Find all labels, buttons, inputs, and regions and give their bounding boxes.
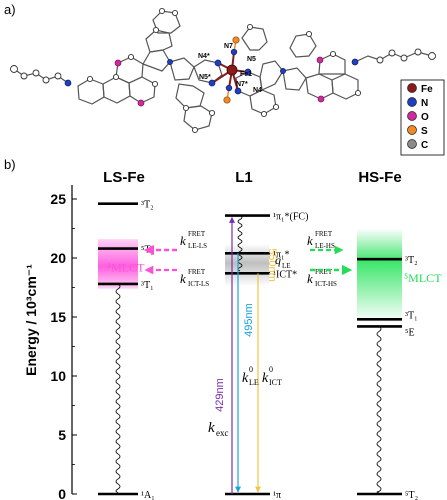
atom-label-fe1: Fe1 <box>240 71 252 78</box>
legend-swatch-fe <box>407 83 417 93</box>
hs-level-label: ⁵E <box>405 327 415 338</box>
ls-level-label: ³T₁ <box>141 280 154 291</box>
atom-label-n5s: N5* <box>199 74 211 81</box>
svg-text:FRET: FRET <box>188 268 206 276</box>
svg-text:FRET: FRET <box>315 230 333 238</box>
y-tick-label: 0 <box>58 486 66 500</box>
column-title-hs-fe: HS-Fe <box>358 169 401 186</box>
svg-text:ICT-HS: ICT-HS <box>315 280 337 288</box>
panel-a: a) <box>4 2 445 156</box>
l1-level-label: ¹π <box>273 490 281 500</box>
legend-label-c: C <box>421 140 428 151</box>
ict-wavelength: 550nm <box>266 248 278 282</box>
atom-label-n7: N7 <box>224 43 233 50</box>
atom-label-n5: N5 <box>247 56 256 63</box>
l1-level-label: ¹π₁*(FC) <box>273 212 308 223</box>
legend-label-s: S <box>421 126 428 137</box>
y-tick-label: 10 <box>50 368 66 384</box>
svg-text:k: k <box>242 371 249 386</box>
k-exc-label: k exc <box>208 420 229 438</box>
legend-label-n: N <box>421 98 428 109</box>
y-tick-label: 20 <box>50 250 66 266</box>
svg-text:exc: exc <box>216 428 229 438</box>
atom-label-n4: N4 <box>253 87 262 94</box>
ls-mlct-label: ¹MLCT <box>108 260 146 274</box>
svg-text:ICT-LS: ICT-LS <box>188 280 209 288</box>
hs-level-label: ³T₁ <box>405 310 418 321</box>
fret-le-ls-label: k FRET LE-LS <box>180 230 207 250</box>
legend-swatch-n <box>407 97 417 107</box>
q-le-label: q LE <box>275 253 291 270</box>
excitation-wavelength: 429nm <box>214 378 226 412</box>
y-tick-label: 5 <box>58 427 66 443</box>
y-axis: 0 5 10 15 20 25 Energy / 10³cm⁻¹ <box>23 185 77 500</box>
panel-a-label: a) <box>4 2 16 17</box>
hs-mlct-band <box>357 228 402 323</box>
atom-label-n7s: N7* <box>236 81 248 88</box>
panel-b: b) LS-Fe L1 HS-Fe 0 5 10 15 20 25 Energy / 10… <box>4 157 442 500</box>
legend-swatch-o <box>407 111 417 121</box>
svg-text:k: k <box>208 420 215 436</box>
legend-label-fe: Fe <box>421 84 433 95</box>
molecule-atoms <box>10 7 436 134</box>
svg-text:ICT: ICT <box>269 378 282 387</box>
fret-ict-hs-label: k FRET ICT-HS <box>307 268 337 288</box>
y-tick-label: 25 <box>50 191 66 207</box>
atom-labels: N4* N7 N5 Fe1 N5* N7* N4 <box>198 43 262 94</box>
svg-text:LE: LE <box>249 378 259 387</box>
svg-text:k: k <box>307 233 313 248</box>
rate-labels: k exc k 0 LE k 0 ICT k FRET LE-LS k FRET <box>180 230 337 438</box>
k-ict-label: k 0 ICT <box>262 365 282 387</box>
le-wavelength: 495nm <box>243 303 255 337</box>
ls-level-label: ¹A₁ <box>141 490 155 500</box>
svg-text:k: k <box>307 271 313 286</box>
svg-text:k: k <box>180 271 186 286</box>
panel-b-label: b) <box>4 157 16 172</box>
svg-text:FRET: FRET <box>188 230 206 238</box>
column-title-l1: L1 <box>235 169 253 186</box>
molecule-structure <box>13 10 433 131</box>
hs-mlct-label: ⁵MLCT <box>404 271 442 285</box>
fret-ict-ls-label: k FRET ICT-LS <box>180 268 209 288</box>
l1-level-label: ¹ICT* <box>273 269 297 280</box>
legend-swatch-c <box>407 139 417 149</box>
svg-text:LE-HS: LE-HS <box>315 242 335 250</box>
svg-text:LE-LS: LE-LS <box>188 242 207 250</box>
hs-level-label: ⁵T₂ <box>405 490 418 500</box>
l1-level-label: ¹π₁* <box>273 249 290 260</box>
svg-text:q: q <box>275 253 281 267</box>
ls-relaxation-wave <box>115 283 121 494</box>
legend-swatch-s <box>407 125 417 135</box>
atom-label-n4s: N4* <box>198 53 210 60</box>
svg-text:k: k <box>262 371 269 386</box>
svg-text:FRET: FRET <box>315 268 333 276</box>
hs-relaxation-wave <box>376 326 382 494</box>
column-title-ls-fe: LS-Fe <box>103 169 145 186</box>
svg-text:k: k <box>180 233 186 248</box>
k-le-label: k 0 LE <box>242 365 259 387</box>
fret-le-hs-label: k FRET LE-HS <box>307 230 335 250</box>
hs-level-label: ³T₂ <box>405 255 418 266</box>
y-axis-label: Energy / 10³cm⁻¹ <box>23 264 39 376</box>
svg-text:0: 0 <box>269 365 273 374</box>
y-tick-label: 15 <box>50 309 66 325</box>
iron-atom <box>226 64 238 76</box>
svg-text:0: 0 <box>249 365 253 374</box>
legend-label-o: O <box>421 112 429 123</box>
ls-level-label: ³T₂ <box>141 200 154 211</box>
svg-text:LE: LE <box>282 262 291 270</box>
